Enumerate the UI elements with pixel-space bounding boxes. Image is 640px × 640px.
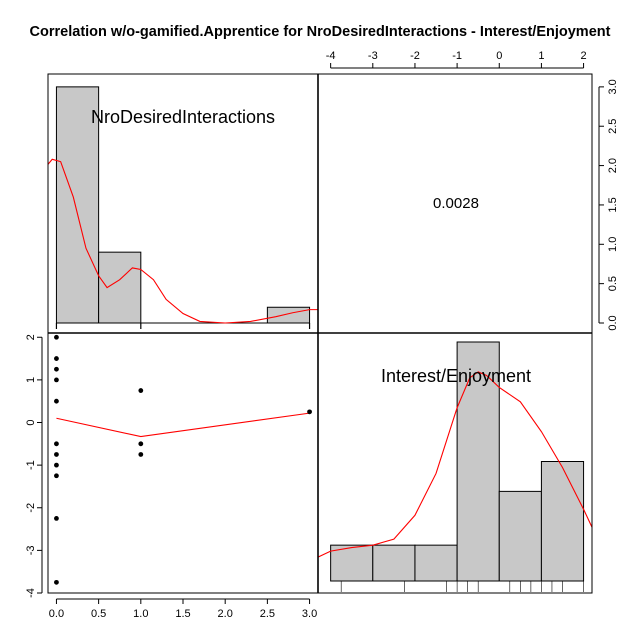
scatter-point [54, 356, 59, 361]
scatter-point [54, 516, 59, 521]
scatter-point [54, 579, 59, 585]
scatter-point [54, 366, 59, 372]
top-x-tick-label: 0 [496, 50, 502, 62]
histogram-nrodesiredinteractions [48, 86, 318, 329]
lowess-line [56, 412, 310, 438]
scatter-point [54, 334, 59, 340]
scatter-x-tick-label: 2.0 [218, 608, 233, 620]
histogram-bar [372, 544, 416, 582]
scatter-y-tick-label: -2 [25, 503, 37, 513]
scatter-point [138, 452, 144, 457]
scatter-y-tick-label: 0 [25, 419, 37, 425]
top-x-tick-label: -2 [410, 50, 420, 62]
scatter-panel [54, 334, 312, 585]
histogram-bar [98, 251, 142, 324]
scatter-x-tick-label: 1.5 [175, 608, 190, 620]
histogram-bar [414, 544, 458, 582]
right-y-tick-label: 2.5 [607, 119, 619, 134]
scatter-point [54, 473, 59, 479]
histogram-bar [540, 461, 585, 582]
scatter-y-tick-label: 1 [25, 377, 37, 383]
right-y-tick-label: 2.0 [607, 158, 619, 173]
top-x-tick-label: -1 [452, 50, 462, 62]
plot-matrix: 0.0 0.5 1.0 1.5 2.0 2.5 3.0 -4 -3 -2 -1 0 1 2 NroDesir… [25, 50, 619, 620]
scatter-x-tick-label: 0.0 [49, 608, 64, 620]
top-x-tick-label: 1 [538, 50, 544, 62]
right-y-tick-label: 1.0 [607, 237, 619, 252]
diagonal-label-y: Interest/Enjoyment [381, 366, 531, 386]
scatter-x-tick-label: 0.5 [91, 608, 106, 620]
chart-title: Correlation w/o-gamified.Apprentice for … [30, 24, 611, 40]
histogram-bar [266, 306, 311, 324]
scatter-point [54, 377, 59, 383]
right-y-tick-label: 0.0 [607, 315, 619, 330]
scatter-y-tick-label: -4 [25, 588, 37, 598]
scatter-point [307, 409, 312, 415]
scatter-point [138, 441, 144, 447]
histogram-bar [498, 490, 542, 582]
density-curve [318, 371, 592, 558]
scatter-point [54, 441, 59, 447]
top-x-tick-label: 2 [581, 50, 587, 62]
scatter-y-tick-label: 2 [25, 334, 37, 340]
top-x-tick-label: -3 [368, 50, 378, 62]
density-curve [48, 158, 318, 324]
scatter-y-tick-label: -3 [25, 545, 37, 555]
top-x-tick-label: -4 [326, 50, 336, 62]
scatter-x-tick-label: 3.0 [302, 608, 317, 620]
histogram-bar [330, 544, 374, 582]
scatter-point [138, 388, 144, 393]
histogram-bar [456, 341, 500, 582]
scatter-y-tick-label: -1 [25, 460, 37, 470]
scatter-point [54, 398, 59, 404]
right-y-tick-label: 0.5 [607, 276, 619, 291]
right-y-tick-label: 3.0 [607, 79, 619, 94]
correlation-value: 0.0028 [433, 195, 479, 212]
histogram-interest-enjoyment [318, 341, 592, 592]
scatter-x-tick-label: 2.5 [260, 608, 275, 620]
scatter-point [54, 462, 59, 468]
scatter-point [54, 452, 59, 457]
scatter-x-tick-label: 1.0 [133, 608, 148, 620]
right-y-tick-label: 1.5 [607, 197, 619, 212]
diagonal-label-x: NroDesiredInteractions [91, 107, 275, 127]
